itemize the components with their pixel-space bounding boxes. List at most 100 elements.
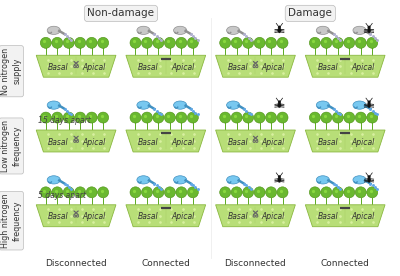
Text: Low nitrogen
frequency: Low nitrogen frequency (1, 120, 21, 172)
Text: Connected: Connected (321, 259, 370, 267)
Circle shape (344, 112, 355, 123)
Polygon shape (126, 205, 206, 227)
Polygon shape (36, 205, 116, 227)
Ellipse shape (367, 102, 371, 108)
Circle shape (98, 37, 109, 48)
Polygon shape (216, 130, 295, 152)
Text: Apical: Apical (82, 212, 105, 221)
Circle shape (40, 112, 51, 123)
Ellipse shape (353, 176, 366, 184)
Circle shape (153, 37, 164, 48)
Circle shape (231, 112, 242, 123)
Circle shape (277, 187, 288, 198)
Circle shape (355, 37, 366, 48)
Ellipse shape (226, 101, 240, 109)
Circle shape (231, 187, 242, 198)
Ellipse shape (278, 28, 281, 33)
Circle shape (355, 112, 366, 123)
Circle shape (52, 187, 63, 198)
Ellipse shape (278, 177, 281, 182)
Circle shape (277, 37, 288, 48)
Circle shape (187, 37, 198, 48)
Circle shape (278, 175, 281, 178)
Ellipse shape (137, 176, 150, 184)
Circle shape (368, 26, 370, 29)
Circle shape (86, 37, 97, 48)
Circle shape (310, 37, 320, 48)
Text: Basal: Basal (317, 138, 338, 147)
Circle shape (52, 112, 63, 123)
Circle shape (164, 187, 175, 198)
Ellipse shape (278, 102, 281, 108)
Text: Apical: Apical (351, 212, 374, 221)
Text: Basal: Basal (138, 212, 158, 221)
Text: Damage: Damage (288, 9, 332, 18)
Circle shape (220, 187, 231, 198)
Text: Basal: Basal (48, 138, 69, 147)
Circle shape (368, 100, 370, 104)
Ellipse shape (137, 101, 150, 109)
Text: Basal: Basal (138, 138, 158, 147)
Circle shape (142, 37, 152, 48)
Circle shape (332, 112, 343, 123)
Polygon shape (216, 55, 295, 77)
Text: Apical: Apical (172, 63, 195, 72)
Circle shape (86, 112, 97, 123)
Text: Basal: Basal (228, 212, 248, 221)
Circle shape (344, 37, 355, 48)
Ellipse shape (316, 176, 330, 184)
Circle shape (63, 112, 74, 123)
Ellipse shape (174, 101, 187, 109)
Polygon shape (305, 205, 385, 227)
Circle shape (266, 112, 276, 123)
Text: Basal: Basal (48, 212, 69, 221)
Circle shape (40, 37, 51, 48)
Polygon shape (36, 55, 116, 77)
Ellipse shape (367, 28, 371, 33)
Circle shape (187, 112, 198, 123)
Ellipse shape (316, 101, 330, 109)
Text: Apical: Apical (82, 63, 105, 72)
Ellipse shape (174, 26, 187, 34)
Ellipse shape (47, 101, 60, 109)
Text: Apical: Apical (351, 138, 374, 147)
Circle shape (266, 187, 276, 198)
Text: Disconnected: Disconnected (45, 259, 107, 267)
Text: Apical: Apical (172, 212, 195, 221)
Text: Basal: Basal (228, 138, 248, 147)
Text: 5 days apart: 5 days apart (38, 191, 86, 200)
Circle shape (40, 187, 51, 198)
Circle shape (367, 187, 378, 198)
Ellipse shape (47, 26, 60, 34)
Circle shape (86, 187, 97, 198)
Text: No nitrogen
supply: No nitrogen supply (1, 48, 21, 95)
Text: Connected: Connected (141, 259, 190, 267)
Text: Disconnected: Disconnected (225, 259, 286, 267)
Circle shape (254, 37, 265, 48)
Circle shape (367, 37, 378, 48)
Circle shape (321, 112, 332, 123)
Circle shape (332, 37, 343, 48)
Circle shape (63, 187, 74, 198)
Circle shape (367, 112, 378, 123)
Ellipse shape (316, 26, 330, 34)
Circle shape (243, 112, 254, 123)
Circle shape (254, 187, 265, 198)
Text: Basal: Basal (48, 63, 69, 72)
Text: Basal: Basal (228, 63, 248, 72)
Polygon shape (36, 130, 116, 152)
Text: Non-damage: Non-damage (88, 9, 154, 18)
Circle shape (176, 37, 187, 48)
Ellipse shape (174, 176, 187, 184)
Polygon shape (126, 55, 206, 77)
Polygon shape (305, 130, 385, 152)
Circle shape (368, 175, 370, 178)
Text: Apical: Apical (262, 138, 285, 147)
Text: High nitrogen
frequency: High nitrogen frequency (1, 193, 21, 248)
Circle shape (220, 112, 231, 123)
Text: Basal: Basal (317, 212, 338, 221)
Circle shape (332, 187, 343, 198)
Text: Apical: Apical (351, 63, 374, 72)
Circle shape (254, 112, 265, 123)
Text: Apical: Apical (172, 138, 195, 147)
